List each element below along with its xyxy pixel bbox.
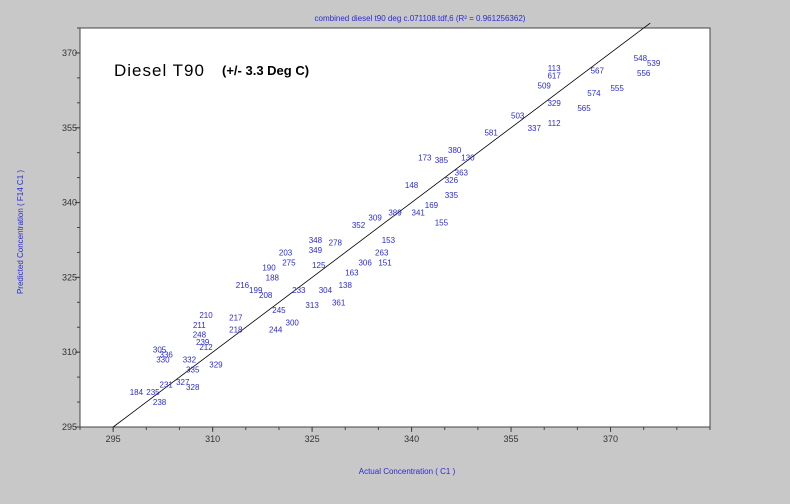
y-tick-label: 355 (62, 123, 77, 133)
data-point-label: 208 (259, 291, 273, 300)
data-point-label: 304 (319, 286, 333, 295)
x-axis: 295 310 325 340 355 370 (79, 427, 711, 444)
data-point-label: 349 (309, 246, 323, 255)
data-point-label: 539 (647, 59, 661, 68)
data-point-label: 306 (358, 258, 372, 267)
data-point-label: 233 (292, 286, 306, 295)
data-point-label: 300 (286, 318, 300, 327)
data-point-label: 329 (209, 361, 223, 370)
data-point-label: 352 (352, 221, 366, 230)
data-point-label: 211 (193, 321, 206, 330)
data-point-label: 313 (305, 301, 319, 310)
data-point-label: 309 (368, 214, 382, 223)
data-point-label: 199 (249, 286, 263, 295)
data-point-label: 130 (461, 154, 475, 163)
data-point-label: 341 (412, 209, 426, 218)
annotation-main: Diesel T90 (114, 61, 205, 80)
data-point-label: 245 (272, 306, 286, 315)
data-point-label: 332 (183, 356, 197, 365)
data-point-label: 238 (153, 398, 167, 407)
data-point-label: 210 (199, 311, 213, 320)
data-point-label: 148 (405, 181, 419, 190)
data-point-label: 336 (160, 351, 174, 360)
y-axis-title: Predicted Concentration ( F14 C1 ) (16, 170, 25, 294)
data-point-label: 555 (610, 84, 624, 93)
data-point-label: 163 (345, 268, 359, 277)
data-point-label: 567 (591, 66, 605, 75)
data-point-label: 328 (186, 383, 200, 392)
data-point-label: 112 (548, 119, 561, 128)
data-point-label: 335 (445, 191, 459, 200)
data-point-label: 385 (435, 156, 449, 165)
data-point-label: 556 (637, 69, 651, 78)
data-point-label: 305 (153, 346, 167, 355)
data-point-label: 153 (382, 236, 396, 245)
data-point-label: 337 (528, 124, 542, 133)
data-point-label: 335 (186, 366, 200, 375)
plot-area (79, 27, 711, 428)
data-point-label: 617 (547, 71, 561, 80)
data-point-label: 548 (634, 54, 648, 63)
data-point-label: 188 (266, 273, 280, 282)
x-tick-label: 325 (305, 434, 320, 444)
x-tick-label: 340 (404, 434, 419, 444)
data-point-label: 509 (538, 81, 552, 90)
data-point-label: 327 (176, 378, 190, 387)
x-axis-title: Actual Concentration ( C1 ) (359, 467, 456, 476)
x-tick-label: 370 (603, 434, 618, 444)
data-point-label: 330 (156, 356, 170, 365)
data-point-label: 329 (547, 99, 561, 108)
data-point-label: 169 (425, 201, 439, 210)
data-point-label: 235 (146, 388, 160, 397)
y-axis: 295 310 325 340 355 370 (62, 27, 80, 432)
data-point-label: 138 (339, 281, 353, 290)
chart-title: combined diesel t90 deg c.071108.tdf,6 (… (315, 14, 526, 23)
data-point-label: 151 (378, 258, 392, 267)
data-point-label: 361 (332, 298, 346, 307)
data-point-label: 113 (548, 64, 561, 73)
reference-line (112, 22, 651, 428)
data-point-label: 348 (309, 236, 323, 245)
data-point-label: 326 (445, 176, 459, 185)
y-tick-label: 310 (62, 347, 77, 357)
data-point-label: 190 (262, 263, 276, 272)
x-tick-label: 295 (106, 434, 121, 444)
annotation-sub: (+/- 3.3 Deg C) (222, 63, 309, 78)
data-point-label: 212 (199, 343, 213, 352)
y-tick-label: 370 (62, 48, 77, 58)
data-point-label: 239 (196, 338, 210, 347)
y-tick-label: 295 (62, 422, 77, 432)
data-point-label: 184 (130, 388, 144, 397)
data-point-label: 203 (279, 248, 293, 257)
data-point-label: 278 (329, 238, 343, 247)
data-point-label: 155 (435, 219, 449, 228)
data-point-label: 125 (312, 261, 326, 270)
x-tick-label: 310 (205, 434, 220, 444)
data-point-label: 275 (282, 258, 296, 267)
data-point-label: 263 (375, 248, 389, 257)
x-tick-label: 355 (504, 434, 519, 444)
data-point-label: 389 (388, 209, 402, 218)
data-point-label: 363 (455, 169, 469, 178)
data-point-label: 503 (511, 111, 525, 120)
y-tick-label: 325 (62, 272, 77, 282)
data-point-label: 216 (236, 281, 250, 290)
data-point-label: 581 (484, 129, 498, 138)
data-point-label: 218 (229, 326, 243, 335)
data-point-label: 231 (160, 381, 174, 390)
data-point-label: 173 (418, 154, 432, 163)
data-point-label: 574 (587, 89, 601, 98)
data-point-label: 248 (193, 331, 207, 340)
data-point-label: 565 (577, 104, 591, 113)
data-point-label: 217 (229, 313, 243, 322)
data-point-label: 380 (448, 146, 462, 155)
data-point-label: 244 (269, 326, 283, 335)
y-tick-label: 340 (62, 198, 77, 208)
